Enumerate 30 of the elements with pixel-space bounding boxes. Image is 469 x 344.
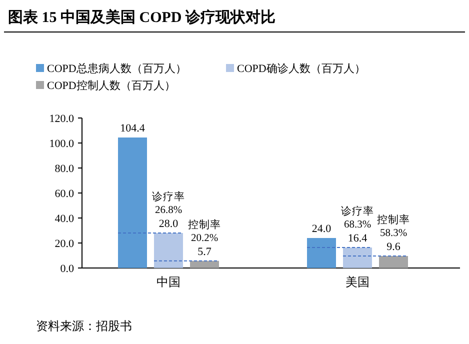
bar — [154, 233, 183, 268]
y-tick-label: 20.0 — [54, 238, 74, 250]
annotation: 控制率 58.3% — [377, 213, 410, 239]
data-label: 104.4 — [120, 122, 146, 134]
annotation: 诊疗率 26.8% — [152, 190, 185, 216]
legend-label: COPD确诊人数（百万人） — [237, 63, 366, 75]
y-tick-label: 120.0 — [49, 113, 74, 125]
legend-label: COPD控制人数（百万人） — [47, 79, 176, 92]
y-tick-label: 40.0 — [54, 213, 74, 225]
bar — [343, 248, 372, 268]
x-tick-label: 中国 — [156, 275, 180, 289]
x-tick-label: 美国 — [346, 275, 370, 289]
annotation: 控制率 20.2% — [188, 218, 221, 244]
data-label: 5.7 — [198, 246, 212, 258]
data-label: 28.0 — [158, 218, 179, 230]
y-tick-label: 60.0 — [54, 188, 74, 200]
data-label: 9.6 — [386, 241, 401, 253]
bar — [190, 260, 219, 268]
bar — [307, 238, 336, 268]
bar — [118, 138, 147, 268]
data-label: 16.4 — [348, 232, 368, 244]
y-tick-label: 100.0 — [49, 138, 74, 150]
data-label: 24.0 — [312, 223, 332, 235]
annotation: 诊疗率 68.3% — [341, 204, 374, 230]
y-tick-label: 80.0 — [54, 163, 74, 175]
text: 资料来源：招股书 — [36, 319, 132, 333]
y-tick-label: 0.0 — [60, 263, 74, 275]
bar — [379, 256, 408, 268]
legend-label: COPD总患病人数（百万人） — [47, 62, 186, 75]
chart-title: 图表 15 中国及美国 COPD 诊疗现状对比 — [8, 8, 276, 26]
